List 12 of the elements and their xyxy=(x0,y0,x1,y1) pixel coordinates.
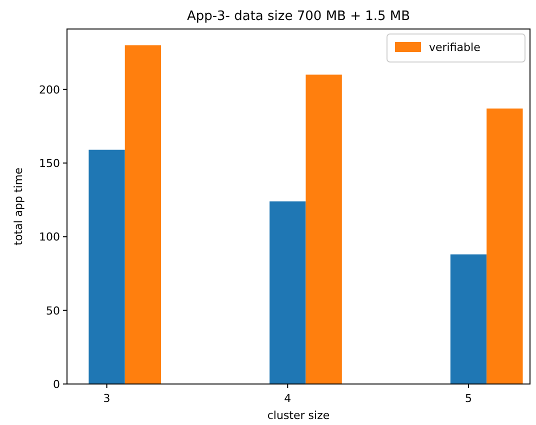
x-axis-title: cluster size xyxy=(267,409,330,422)
y-tick-label: 200 xyxy=(39,83,60,96)
y-axis-title: total app time xyxy=(12,167,25,246)
y-tick-label: 150 xyxy=(39,157,60,170)
x-tick-label: 4 xyxy=(284,392,292,405)
x-tick-label: 5 xyxy=(465,392,472,405)
y-tick-label: 100 xyxy=(39,230,60,244)
chart-title: App-3- data size 700 MB + 1.5 MB xyxy=(186,9,410,24)
legend-label: verifiable xyxy=(429,41,481,54)
y-tick-label: 0 xyxy=(53,378,60,391)
x-tick-label: 3 xyxy=(103,392,110,405)
y-tick-label: 50 xyxy=(46,304,60,318)
